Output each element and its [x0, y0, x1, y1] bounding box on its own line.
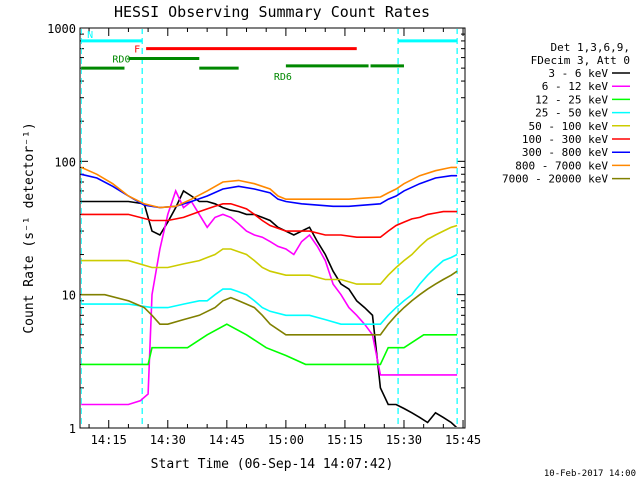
legend-label: 7000 - 20000 keV	[502, 173, 608, 186]
x-tick-label: 15:15	[327, 433, 363, 447]
legend-label: 25 - 50 keV	[535, 107, 608, 120]
legend-label: 300 - 800 keV	[522, 146, 608, 159]
legend-title-line-1: Det 1,3,6,9,	[551, 41, 630, 54]
y-tick-label: 10	[62, 289, 76, 303]
series-line-5	[81, 224, 458, 285]
x-tick-label: 14:15	[91, 433, 127, 447]
legend-title-line-2: FDecim 3, Att 0	[531, 54, 630, 67]
y-tick-label: 100	[54, 155, 76, 169]
x-tick-label: 15:00	[268, 433, 304, 447]
series-line-3	[81, 323, 458, 366]
x-axis-label: Start Time (06-Sep-14 14:07:42)	[151, 457, 394, 472]
y-axis-label: Count Rate (s⁻¹ detector⁻¹)	[22, 122, 37, 333]
legend-label: 100 - 300 keV	[522, 133, 608, 146]
x-tick-label: 14:45	[209, 433, 245, 447]
event-label: N	[87, 30, 93, 41]
event-label: RD0	[112, 55, 130, 66]
event-label: RD6	[274, 72, 292, 83]
x-tick-label: 15:30	[386, 433, 422, 447]
event-label: F	[134, 45, 140, 56]
footer-date: 10-Feb-2017 14:00	[544, 469, 636, 479]
plot-frame	[79, 27, 466, 429]
x-tick-label: 15:45	[445, 433, 481, 447]
legend-label: 12 - 25 keV	[535, 93, 608, 106]
legend-label: 50 - 100 keV	[529, 120, 609, 133]
legend-label: 800 - 7000 keV	[515, 159, 608, 172]
series-line-4	[81, 253, 458, 326]
plot-area: 14:15 14:30 14:45 15:00 15:15 15:30 15:45 1 10 10…	[47, 22, 481, 447]
chart-title: HESSI Observing Summary Count Rates	[114, 3, 430, 21]
series-group	[81, 29, 458, 427]
series-line-8	[81, 166, 458, 209]
y-tick-label: 1000	[47, 22, 76, 36]
x-tick-label: 14:30	[150, 433, 186, 447]
series-line-1	[81, 189, 458, 427]
series-line-6	[81, 203, 458, 238]
legend-label: 6 - 12 keV	[542, 80, 609, 93]
y-tick-label: 1	[69, 422, 76, 436]
series-line-9	[81, 270, 458, 336]
legend-label: 3 - 6 keV	[548, 67, 608, 80]
